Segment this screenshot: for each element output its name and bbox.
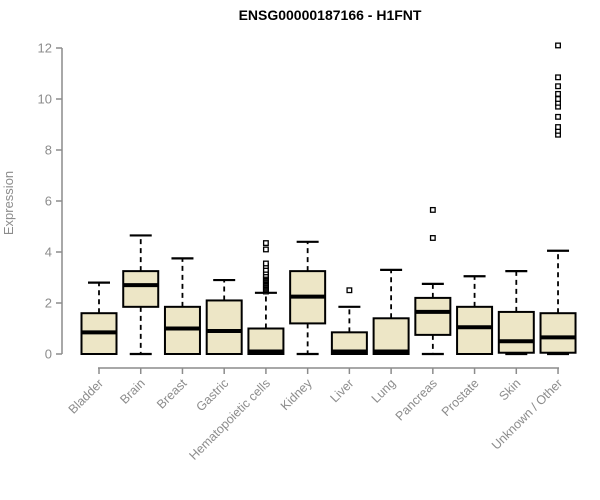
outlier-point	[555, 90, 561, 97]
iqr-box	[205, 299, 243, 356]
outlier-point	[555, 83, 561, 90]
outlier-point	[262, 240, 269, 247]
x-axis-category-label: Brain	[117, 376, 148, 407]
box-kidney	[289, 240, 327, 356]
y-axis-tick-label: 6	[45, 194, 52, 209]
iqr-box	[539, 312, 577, 354]
box-brain	[122, 234, 160, 356]
y-axis-tick-label: 0	[45, 347, 52, 362]
iqr-box	[497, 310, 535, 354]
x-axis-category-label: Gastric	[193, 376, 231, 414]
box-unknown-other	[539, 42, 577, 356]
y-axis-tick-label: 2	[45, 296, 52, 311]
outlier-point	[429, 206, 436, 213]
outlier-point	[555, 42, 561, 49]
box-breast	[163, 257, 201, 356]
outlier-point	[262, 246, 269, 253]
x-axis-category-label: Prostate	[439, 376, 482, 419]
outlier-point	[555, 124, 561, 130]
x-axis-category-label: Kidney	[278, 376, 315, 413]
x-axis-category-label: Breast	[154, 376, 190, 412]
outlier-point	[555, 113, 561, 120]
x-axis-category-label: Bladder	[66, 376, 106, 416]
outlier-point	[555, 96, 561, 102]
box-pancreas	[414, 206, 452, 356]
y-axis-tick-label: 10	[38, 92, 52, 107]
box-prostate	[456, 275, 494, 356]
x-axis-category-label: Liver	[327, 376, 356, 405]
outlier-point	[262, 260, 269, 267]
x-axis-category-label: Unknown / Other	[489, 376, 565, 452]
iqr-box	[456, 305, 494, 356]
x-axis-category-label: Lung	[369, 376, 399, 406]
box-hematopoietic-cells	[247, 240, 285, 355]
box-skin	[497, 270, 535, 356]
x-axis-category-label: Hematopoietic cells	[186, 376, 273, 463]
iqr-box	[414, 296, 452, 336]
iqr-box	[122, 270, 160, 308]
chart-title: ENSG00000187166 - H1FNT	[239, 7, 422, 23]
y-axis-tick-label: 8	[45, 143, 52, 158]
iqr-box	[330, 331, 368, 356]
y-axis-tick-label: 4	[45, 245, 52, 260]
x-axis-category-label: Pancreas	[393, 376, 440, 423]
outlier-point	[346, 287, 353, 294]
outlier-point	[555, 74, 561, 81]
outlier-point	[429, 235, 436, 241]
y-axis-label: Expression	[1, 171, 16, 235]
y-axis-tick-label: 12	[38, 41, 52, 56]
x-axis-category-label: Skin	[496, 376, 523, 403]
boxes-group	[80, 42, 577, 356]
box-bladder	[80, 281, 118, 356]
box-gastric	[205, 278, 243, 356]
y-axis: 0 2 4 6 8 10 12	[38, 41, 63, 362]
iqr-box	[372, 317, 410, 355]
box-liver	[330, 287, 368, 356]
box-lung	[372, 268, 410, 355]
